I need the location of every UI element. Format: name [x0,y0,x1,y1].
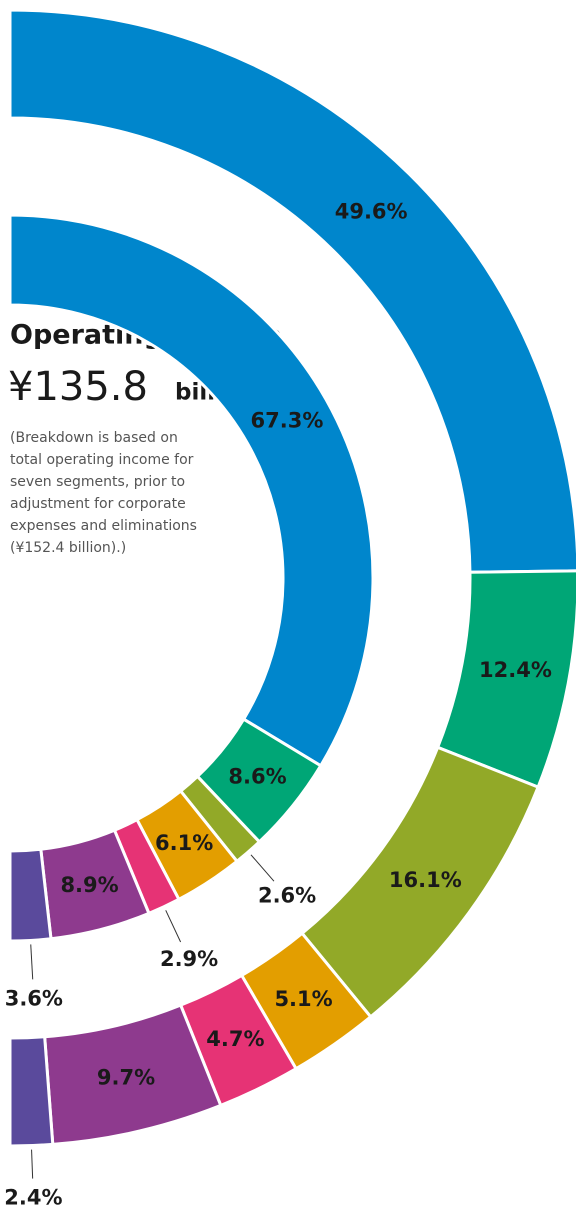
data-label: 2.9% [160,947,218,971]
data-label: 8.9% [60,873,118,897]
leader-line [165,910,182,943]
data-label: 3.6% [5,986,63,1010]
data-label: 16.1% [389,868,462,892]
leader-line [30,944,34,980]
note-line: adjustment for corporate [10,496,186,512]
note-line: (¥152.4 billion).) [10,540,126,556]
ring-segment [8,8,576,574]
leader-line [31,1149,34,1179]
data-label: 12.4% [479,658,552,682]
data-label: 6.1% [155,831,213,855]
data-label: 9.7% [97,1066,155,1090]
leader-line [250,854,275,882]
amount: ¥135.8 [8,364,148,410]
ring-segment [8,213,375,768]
ring-segment [8,847,53,943]
data-label: 49.6% [335,199,408,223]
note-line: total operating income for [10,452,194,468]
note-line: (Breakdown is based on [10,430,178,446]
data-label: 2.4% [4,1186,62,1210]
note-line: seven segments, prior to [10,474,185,490]
data-label: 4.7% [206,1027,264,1051]
data-label: 2.6% [258,883,316,907]
note-line: expenses and eliminations [10,518,197,534]
data-label: 8.6% [228,765,286,789]
ring-segment [8,1035,55,1148]
data-label: 5.1% [274,987,332,1011]
data-label: 67.3% [251,409,324,433]
